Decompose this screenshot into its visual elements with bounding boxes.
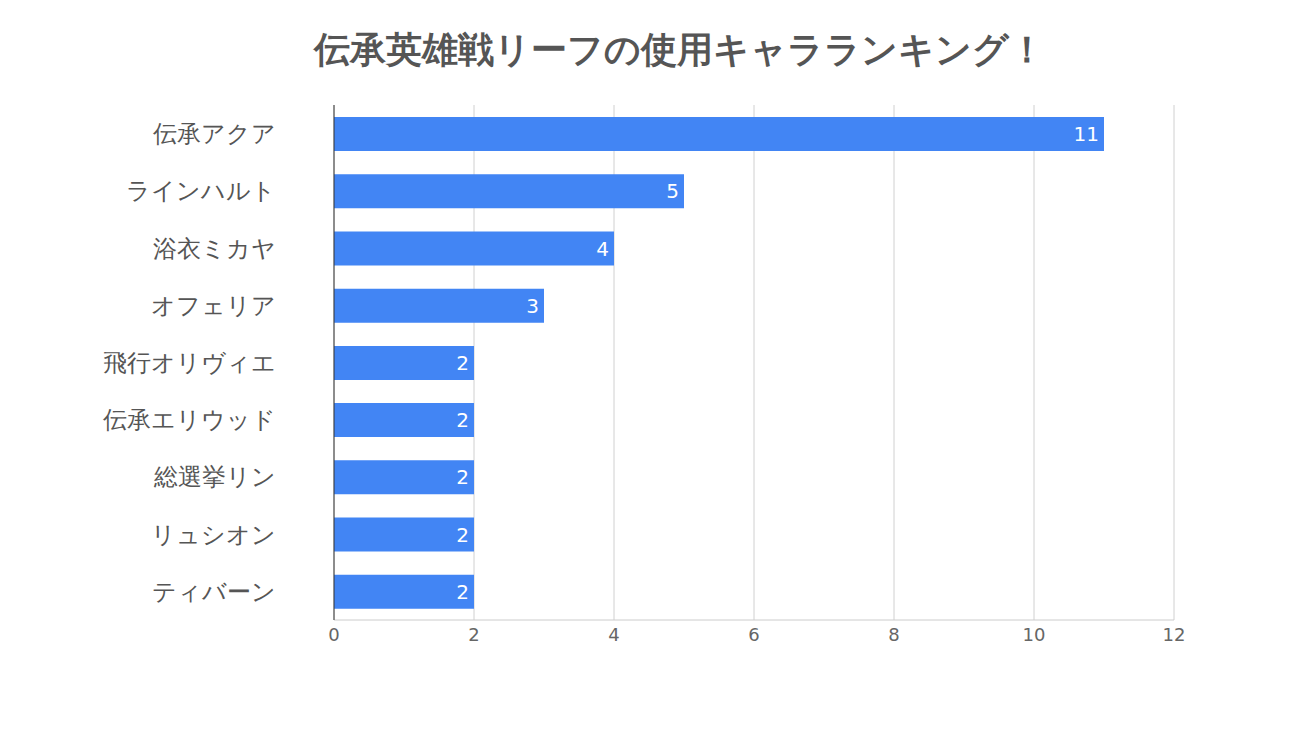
svg-text:8: 8 <box>888 624 899 645</box>
svg-text:2: 2 <box>456 351 469 375</box>
svg-text:リュシオン: リュシオン <box>151 521 276 549</box>
svg-text:11: 11 <box>1074 122 1099 146</box>
svg-text:ラインハルト: ラインハルト <box>126 177 276 205</box>
svg-text:オフェリア: オフェリア <box>151 292 276 320</box>
html-text:伝承英雄戦リーフの使用キャラランキング！: 伝承英雄戦リーフの使用キャラランキング！ <box>314 28 1045 70</box>
svg-text:0: 0 <box>328 624 339 645</box>
svg-text:伝承エリウッド: 伝承エリウッド <box>103 406 276 434</box>
svg-text:5: 5 <box>666 179 679 203</box>
svg-text:12: 12 <box>1163 624 1186 645</box>
svg-text:3: 3 <box>526 294 539 318</box>
svg-text:2: 2 <box>468 624 479 645</box>
svg-text:10: 10 <box>1023 624 1046 645</box>
svg-text:ティバーン: ティバーン <box>152 578 276 606</box>
svg-text:飛行オリヴィエ: 飛行オリヴィエ <box>103 349 276 377</box>
svg-text:2: 2 <box>456 523 469 547</box>
svg-text:6: 6 <box>748 624 759 645</box>
svg-text:総選挙リン: 総選挙リン <box>153 463 276 491</box>
svg-text:2: 2 <box>456 408 469 432</box>
svg-text:4: 4 <box>608 624 619 645</box>
svg-text:2: 2 <box>456 465 469 489</box>
svg-text:伝承アクア: 伝承アクア <box>153 120 276 148</box>
svg-text:浴衣ミカヤ: 浴衣ミカヤ <box>153 235 276 263</box>
svg-text:2: 2 <box>456 580 469 604</box>
svg-text:4: 4 <box>596 237 609 261</box>
